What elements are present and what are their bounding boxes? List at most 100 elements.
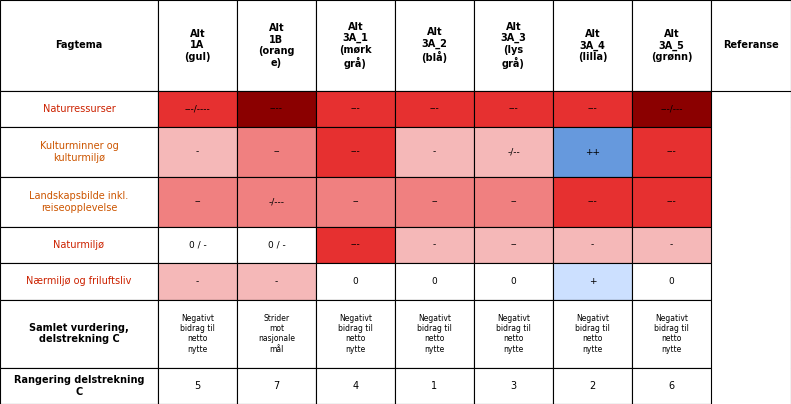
Text: -: - [591,241,594,250]
Bar [553,227,632,263]
Text: Negativt
bidrag til
netto
nytte: Negativt bidrag til netto nytte [654,314,689,354]
Text: ---: --- [667,147,676,157]
Bar [474,91,553,127]
Text: -: - [196,277,199,286]
Text: ----: ---- [270,105,283,114]
Text: Samlet vurdering,
delstrekning C: Samlet vurdering, delstrekning C [29,323,129,345]
Bar [395,368,474,404]
Text: Nærmiljø og friluftsliv: Nærmiljø og friluftsliv [26,276,131,286]
Text: ---: --- [667,198,676,206]
Text: Strider
mot
nasjonale
mål: Strider mot nasjonale mål [258,314,295,354]
Text: Alt
3A_5
(grønn): Alt 3A_5 (grønn) [651,29,692,62]
Bar [0,300,158,368]
Text: -: - [670,241,673,250]
Text: 7: 7 [274,381,280,391]
Bar [0,127,158,177]
Text: --: -- [431,198,437,206]
Text: Negativt
bidrag til
netto
nytte: Negativt bidrag til netto nytte [417,314,452,354]
Text: -: - [433,147,436,157]
Bar [553,368,632,404]
Text: ---: --- [350,105,361,114]
Text: ---: --- [509,105,518,114]
Bar [316,91,395,127]
Bar [237,227,316,263]
Text: 1: 1 [431,381,437,391]
Text: Referanse: Referanse [723,40,779,50]
Text: -: - [196,147,199,157]
Text: ---: --- [588,198,597,206]
Bar [395,227,474,263]
Text: Alt
3A_3
(lys
grå): Alt 3A_3 (lys grå) [501,21,527,69]
Bar [474,227,553,263]
Text: ---/----: ---/---- [184,105,210,114]
Bar [553,127,632,177]
Bar [0,91,158,127]
Text: Negativt
bidrag til
netto
nytte: Negativt bidrag til netto nytte [496,314,531,354]
Bar [237,127,316,177]
Bar [237,368,316,404]
Text: Alt
3A_4
(lilla): Alt 3A_4 (lilla) [577,29,607,62]
Text: Landskapsbilde inkl.
reiseopplevelse: Landskapsbilde inkl. reiseopplevelse [29,191,129,213]
Bar [158,177,237,227]
Text: ---: --- [588,105,597,114]
Bar [158,368,237,404]
Bar [158,263,237,300]
Text: -/--: -/-- [507,147,520,157]
Text: --: -- [195,198,201,206]
Text: -: - [433,241,436,250]
Bar [0,0,158,91]
Text: --: -- [352,198,359,206]
Bar [237,300,316,368]
Bar [395,0,474,91]
Text: 0: 0 [353,277,358,286]
Bar [316,127,395,177]
Bar [553,0,632,91]
Text: ---: --- [430,105,439,114]
Text: Negativt
bidrag til
netto
nytte: Negativt bidrag til netto nytte [180,314,215,354]
Bar [711,0,791,91]
Bar [632,0,711,91]
Text: 0: 0 [668,277,675,286]
Bar [632,91,711,127]
Bar [316,368,395,404]
Bar [395,300,474,368]
Text: 0 / -: 0 / - [188,241,206,250]
Text: 0: 0 [432,277,437,286]
Bar [237,0,316,91]
Bar [0,263,158,300]
Text: Rangering delstrekning
C: Rangering delstrekning C [13,375,144,397]
Bar [316,300,395,368]
Text: 0: 0 [511,277,517,286]
Bar [0,227,158,263]
Bar [553,263,632,300]
Text: -: - [275,277,278,286]
Bar [395,127,474,177]
Text: Fagtema: Fagtema [55,40,103,50]
Text: ++: ++ [585,147,600,157]
Text: 3: 3 [510,381,517,391]
Text: Alt
3A_2
(blå): Alt 3A_2 (blå) [422,27,448,63]
Bar [0,177,158,227]
Text: --: -- [510,241,517,250]
Text: ---: --- [350,147,361,157]
Bar [395,263,474,300]
Bar [474,263,553,300]
Text: ---/---: ---/--- [660,105,683,114]
Text: 4: 4 [353,381,358,391]
Bar [632,127,711,177]
Text: 0 / -: 0 / - [267,241,286,250]
Bar [395,91,474,127]
Bar [316,227,395,263]
Text: 5: 5 [195,381,201,391]
Text: Alt
1B
(orang
e): Alt 1B (orang e) [258,23,295,68]
Bar [316,177,395,227]
Bar [316,0,395,91]
Text: -/---: -/--- [268,198,285,206]
Bar [237,263,316,300]
Text: Naturmiljø: Naturmiljø [54,240,104,250]
Bar [237,91,316,127]
Text: --: -- [273,147,280,157]
Bar [474,127,553,177]
Bar [395,177,474,227]
Text: ---: --- [350,241,361,250]
